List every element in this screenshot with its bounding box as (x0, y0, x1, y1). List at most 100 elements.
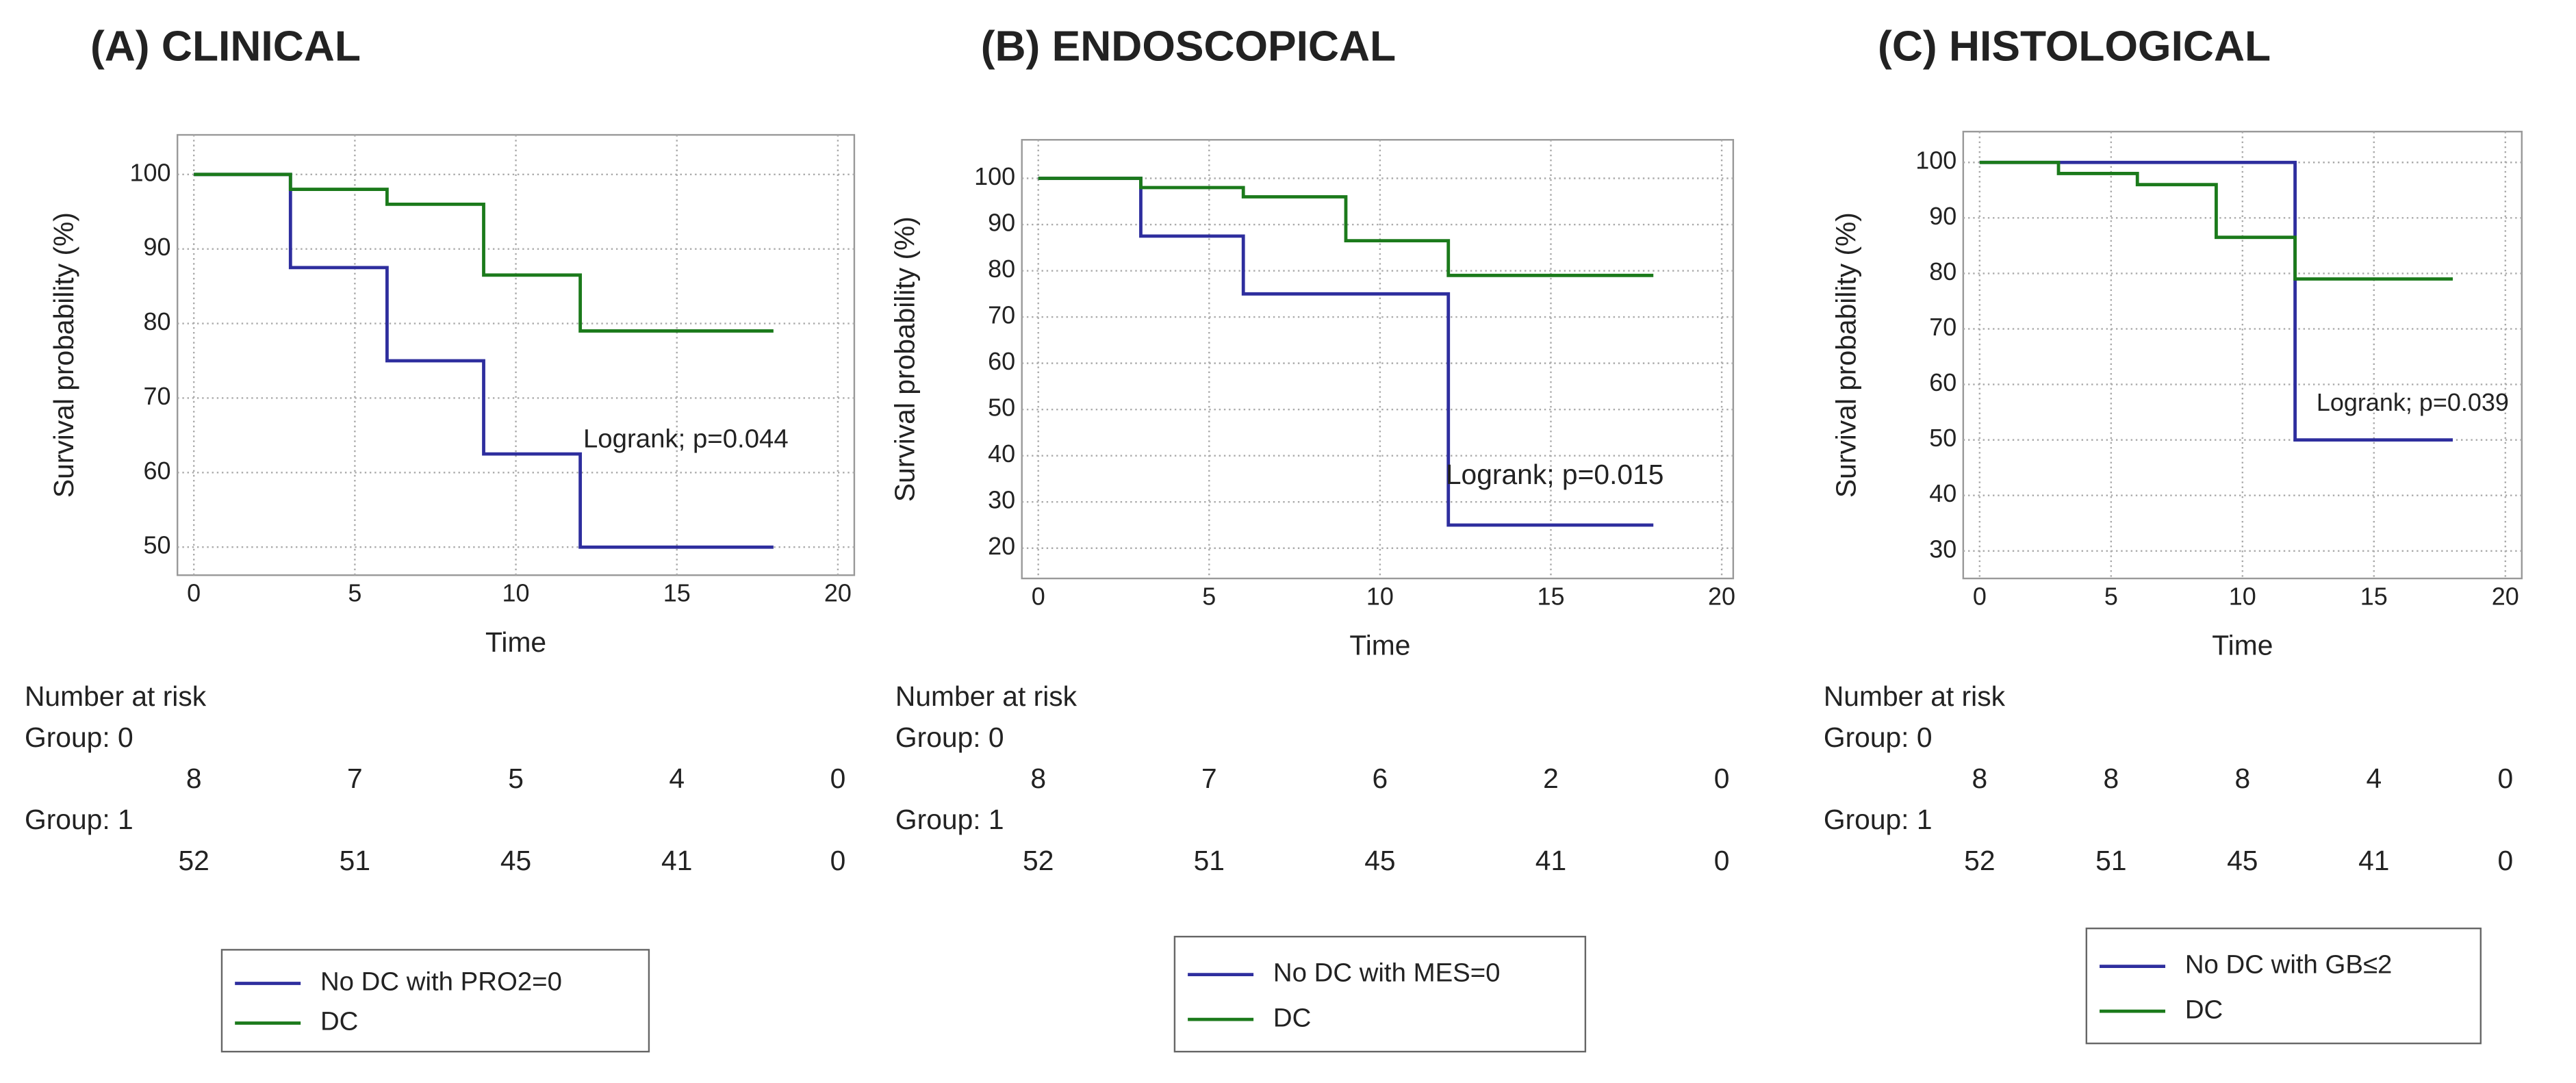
risk-count: 52 (1964, 845, 1995, 876)
annotation: Logrank; p=0.015 (1446, 459, 1664, 490)
y-tick-label: 80 (144, 307, 171, 335)
legend-box (1173, 935, 1587, 1053)
x-tick-label: 20 (824, 578, 852, 607)
risk-count: 7 (1201, 763, 1217, 794)
risk-group-label: Group: 0 (25, 722, 133, 753)
risk-count: 45 (2227, 845, 2258, 876)
panel-title: (A) CLINICAL (90, 23, 361, 71)
x-tick-label: 15 (2360, 582, 2388, 610)
y-axis-label: Survival probability (%) (1831, 212, 1862, 498)
risk-count: 4 (2366, 763, 2382, 794)
x-axis-label: Time (1349, 630, 1410, 661)
x-tick-label: 15 (663, 578, 691, 607)
risk-group-label: Group: 0 (1824, 722, 1933, 753)
plot-frame (1021, 139, 1735, 580)
y-axis-label: Survival probability (%) (889, 216, 921, 502)
risk-count: 0 (2497, 845, 2513, 876)
risk-count: 0 (1714, 763, 1730, 794)
risk-count: 41 (2358, 845, 2389, 876)
y-tick-label: 90 (988, 209, 1015, 237)
risk-count: 41 (1535, 845, 1566, 876)
y-axis-label: Survival probability (%) (48, 212, 79, 498)
panel-title: (C) HISTOLOGICAL (1878, 23, 2271, 71)
x-tick-label: 10 (502, 578, 530, 607)
y-tick-label: 80 (1929, 257, 1956, 285)
x-tick-label: 20 (2492, 582, 2519, 610)
risk-count: 0 (1714, 845, 1730, 876)
legend-box (2085, 927, 2482, 1045)
risk-table-title: Number at risk (1824, 680, 2006, 712)
risk-count: 4 (669, 763, 685, 794)
risk-table-title: Number at risk (895, 680, 1077, 712)
risk-group-label: Group: 0 (895, 722, 1004, 753)
risk-count: 51 (340, 845, 370, 876)
x-tick-label: 0 (1973, 582, 1987, 610)
risk-group-label: Group: 1 (25, 804, 133, 835)
annotation: Logrank; p=0.039 (2317, 388, 2509, 416)
risk-count: 8 (2234, 763, 2250, 794)
y-tick-label: 100 (1915, 146, 1956, 175)
risk-count: 41 (661, 845, 692, 876)
x-axis-label: Time (485, 626, 546, 658)
risk-count: 2 (1543, 763, 1559, 794)
risk-count: 0 (830, 763, 846, 794)
legend-label: DC (1273, 1003, 1311, 1032)
y-tick-label: 60 (1929, 368, 1956, 396)
y-tick-label: 80 (988, 255, 1015, 283)
x-axis-label: Time (2212, 630, 2273, 661)
y-tick-label: 40 (1929, 479, 1956, 507)
risk-count: 52 (178, 845, 209, 876)
risk-count: 51 (1194, 845, 1225, 876)
risk-count: 7 (347, 763, 363, 794)
risk-count: 51 (2095, 845, 2126, 876)
legend-label: No DC with GB≤2 (2185, 950, 2393, 980)
y-tick-label: 70 (144, 382, 171, 410)
annotation: Logrank; p=0.044 (583, 424, 789, 454)
y-tick-label: 40 (988, 439, 1015, 468)
risk-count: 8 (186, 763, 202, 794)
x-tick-label: 5 (2104, 582, 2118, 610)
legend-label: No DC with MES=0 (1273, 958, 1501, 988)
x-tick-label: 0 (1032, 582, 1045, 610)
risk-count: 0 (2497, 763, 2513, 794)
y-tick-label: 30 (1929, 535, 1956, 563)
plot-frame (176, 133, 856, 576)
x-tick-label: 10 (2229, 582, 2256, 610)
y-tick-label: 70 (1929, 313, 1956, 341)
risk-count: 8 (1030, 763, 1046, 794)
legend-label: DC (320, 1007, 358, 1036)
x-tick-label: 0 (187, 578, 201, 607)
risk-count: 8 (1972, 763, 1988, 794)
legend-label: No DC with PRO2=0 (320, 967, 562, 997)
legend-label: DC (2185, 995, 2223, 1024)
x-tick-label: 5 (348, 578, 361, 607)
y-tick-label: 100 (974, 162, 1015, 190)
risk-group-label: Group: 1 (1824, 804, 1933, 835)
risk-count: 5 (508, 763, 524, 794)
y-tick-label: 70 (988, 301, 1015, 329)
risk-table-title: Number at risk (25, 680, 207, 712)
y-tick-label: 50 (144, 531, 171, 559)
x-tick-label: 10 (1366, 582, 1394, 610)
survival-curve (194, 173, 774, 333)
risk-count: 45 (500, 845, 531, 876)
x-tick-label: 5 (1202, 582, 1216, 610)
survival-curve (1038, 177, 1654, 527)
y-tick-label: 20 (988, 532, 1015, 560)
risk-group-label: Group: 1 (895, 804, 1004, 835)
risk-count: 0 (830, 845, 846, 876)
y-tick-label: 90 (1929, 202, 1956, 230)
x-tick-label: 20 (1708, 582, 1735, 610)
legend-box (220, 949, 650, 1053)
y-tick-label: 100 (130, 158, 171, 186)
y-tick-label: 50 (1929, 424, 1956, 452)
y-tick-label: 60 (144, 457, 171, 485)
y-tick-label: 30 (988, 486, 1015, 514)
x-tick-label: 15 (1537, 582, 1564, 610)
risk-count: 45 (1364, 845, 1395, 876)
y-tick-label: 50 (988, 394, 1015, 422)
y-tick-label: 90 (144, 233, 171, 261)
survival-curve (194, 173, 774, 549)
